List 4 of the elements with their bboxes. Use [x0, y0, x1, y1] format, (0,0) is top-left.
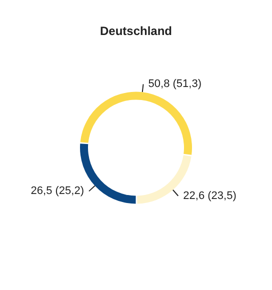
- data-label: 26,5 (25,2): [30, 185, 84, 198]
- chart-title: Deutschland: [100, 24, 172, 38]
- data-label: 50,8 (51,3): [148, 78, 202, 90]
- data-label: 22,6 (23,5): [183, 190, 236, 202]
